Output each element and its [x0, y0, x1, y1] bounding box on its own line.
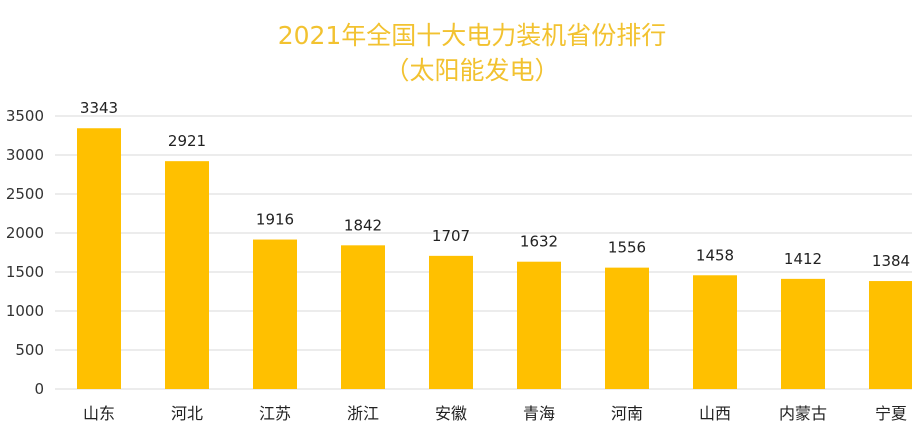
chart-title: 2021年全国十大电力装机省份排行 — [278, 21, 667, 50]
y-tick-label: 500 — [15, 341, 44, 359]
x-tick-label: 浙江 — [347, 404, 379, 423]
y-tick-label: 2000 — [6, 224, 44, 242]
data-label: 1916 — [256, 211, 294, 229]
data-label: 1556 — [608, 239, 646, 257]
bar — [781, 278, 825, 389]
data-label: 1842 — [344, 216, 382, 234]
x-tick-label: 山西 — [699, 404, 731, 423]
x-tick-label: 青海 — [523, 404, 555, 423]
y-axis: 0 500 1000 1500 2000 2500 3000 3500 — [6, 107, 44, 398]
bar — [869, 281, 912, 389]
bar — [253, 239, 297, 389]
x-axis: 山东 河北 江苏 浙江 安徽 青海 河南 山西 内蒙古 宁夏 — [83, 404, 907, 423]
x-tick-label: 安徽 — [435, 404, 467, 423]
y-tick-label: 1500 — [6, 263, 44, 281]
bar — [341, 245, 385, 389]
bars — [77, 128, 912, 389]
data-label: 1458 — [696, 246, 734, 264]
x-tick-label: 河北 — [171, 404, 203, 423]
x-tick-label: 河南 — [611, 404, 643, 423]
x-tick-label: 宁夏 — [875, 404, 907, 423]
bar — [429, 255, 473, 389]
chart-subtitle: （太阳能发电） — [384, 56, 559, 85]
bar — [77, 128, 121, 389]
y-tick-label: 3500 — [6, 107, 44, 125]
data-label: 2921 — [168, 132, 206, 150]
y-tick-label: 1000 — [6, 302, 44, 320]
data-label: 3343 — [80, 99, 118, 117]
data-label: 1384 — [872, 252, 910, 270]
bar — [693, 275, 737, 389]
y-tick-label: 3000 — [6, 146, 44, 164]
y-tick-label: 0 — [34, 380, 44, 398]
x-tick-label: 内蒙古 — [779, 404, 827, 423]
data-labels: 3343 2921 1916 1842 1707 1632 1556 1458 1412 1384 — [80, 99, 910, 270]
data-label: 1632 — [520, 233, 558, 251]
x-tick-label: 山东 — [83, 404, 115, 423]
bar — [517, 261, 561, 389]
x-tick-label: 江苏 — [259, 404, 291, 423]
data-label: 1412 — [784, 250, 822, 268]
y-tick-label: 2500 — [6, 185, 44, 203]
bar — [605, 267, 649, 389]
bar — [165, 161, 209, 389]
data-label: 1707 — [432, 227, 470, 245]
